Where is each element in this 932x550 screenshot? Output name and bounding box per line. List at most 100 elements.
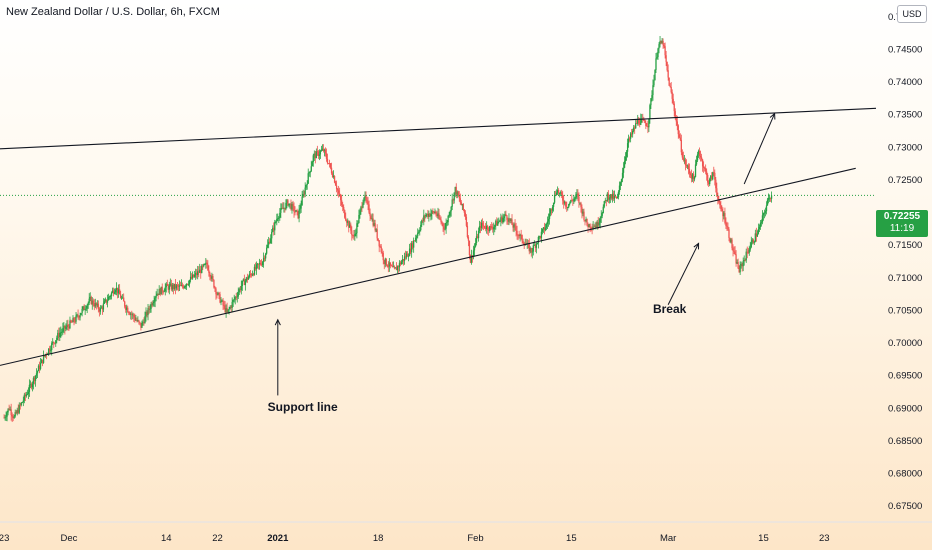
- candle-body: [418, 231, 420, 233]
- candle-body: [767, 198, 770, 200]
- candle-body: [464, 212, 467, 217]
- candle-body: [83, 306, 85, 310]
- candle-body: [510, 219, 512, 221]
- y-tick-label: 0.73000: [888, 142, 922, 153]
- candle-body: [626, 143, 629, 152]
- candle-body: [397, 266, 400, 268]
- candle-body: [295, 210, 297, 212]
- candle-body: [560, 192, 562, 194]
- candle-body: [652, 85, 654, 96]
- candle-body: [307, 173, 309, 184]
- candle-body: [247, 277, 250, 280]
- candle-body: [399, 262, 402, 265]
- candle-body: [558, 190, 560, 194]
- candle-body: [186, 283, 189, 285]
- candle-body: [431, 211, 433, 214]
- candle-body: [436, 214, 438, 217]
- candle-body: [504, 214, 506, 217]
- candle-body: [388, 262, 390, 267]
- candle-body: [633, 127, 635, 131]
- candle-body: [169, 283, 171, 286]
- candle-body: [179, 285, 182, 287]
- candle-body: [566, 206, 568, 208]
- candle-body: [650, 98, 652, 106]
- candle-body: [698, 150, 701, 156]
- candle-body: [314, 153, 316, 159]
- candle-body: [275, 221, 277, 223]
- candle-body: [80, 313, 82, 315]
- candle-body: [695, 160, 698, 165]
- candle-body: [631, 133, 633, 135]
- candle-body: [328, 163, 331, 165]
- candle-body: [317, 151, 320, 156]
- candle-body: [761, 215, 764, 223]
- candle-body: [392, 266, 395, 268]
- x-tick-label: 23: [0, 533, 9, 544]
- projection-arrow[interactable]: [743, 113, 776, 185]
- resistance-trendline[interactable]: [0, 107, 877, 150]
- candle-body: [258, 263, 261, 265]
- candle-body: [216, 294, 218, 296]
- candle-body: [647, 125, 649, 128]
- candles[interactable]: [3, 35, 773, 423]
- currency-selector[interactable]: USD: [897, 5, 927, 23]
- candle-body: [488, 229, 490, 231]
- support-trendline[interactable]: [0, 167, 856, 366]
- break-arrow[interactable]: [667, 243, 700, 305]
- candle-body: [423, 215, 425, 221]
- candle-body: [519, 234, 521, 237]
- candle-body: [194, 274, 196, 277]
- candle-body: [210, 276, 212, 279]
- candle-body: [586, 218, 588, 226]
- candle-body: [300, 205, 302, 209]
- candle-body: [465, 216, 468, 226]
- candle-body: [351, 230, 353, 236]
- candle-body: [677, 125, 679, 135]
- candle-body: [137, 320, 139, 322]
- candle-body: [269, 241, 271, 244]
- candle-body: [444, 228, 446, 230]
- candle-body: [440, 219, 442, 223]
- candle-body: [401, 259, 404, 262]
- candle-body: [320, 150, 323, 152]
- candle-body: [9, 409, 11, 411]
- candle-body: [551, 206, 554, 211]
- candle-body: [682, 157, 685, 160]
- candle-body: [744, 260, 746, 261]
- candle-body: [478, 226, 481, 231]
- candle-body: [763, 212, 766, 214]
- candle-body: [717, 195, 719, 199]
- candle-body: [358, 214, 360, 224]
- candle-body: [98, 309, 101, 312]
- candle-body: [82, 306, 84, 309]
- candle-body: [628, 138, 631, 140]
- candle-body: [645, 122, 647, 126]
- candle-body: [704, 167, 706, 169]
- candle-body: [398, 262, 401, 268]
- candle-body: [684, 159, 687, 166]
- candle-body: [113, 292, 116, 294]
- break-label: Break: [653, 302, 687, 316]
- candle-body: [323, 149, 326, 151]
- candle-body: [516, 230, 518, 235]
- candle-body: [170, 283, 172, 290]
- candle-body: [149, 309, 151, 310]
- candle-body: [151, 303, 153, 306]
- candle-body: [542, 227, 545, 230]
- drawings[interactable]: Support line Break: [0, 107, 877, 414]
- candle-body: [640, 119, 642, 125]
- candle-body: [532, 245, 534, 252]
- candle-body: [171, 284, 174, 290]
- candle-body: [264, 253, 267, 259]
- candle-body: [536, 243, 539, 244]
- candle-body: [19, 405, 21, 406]
- candle-body: [39, 363, 42, 369]
- candle-body: [598, 222, 600, 226]
- candle-body: [605, 200, 607, 202]
- candle-body: [594, 225, 596, 227]
- candle-body: [3, 417, 5, 419]
- candle-body: [649, 105, 651, 119]
- candle-body: [326, 158, 329, 164]
- candle-body: [500, 217, 502, 221]
